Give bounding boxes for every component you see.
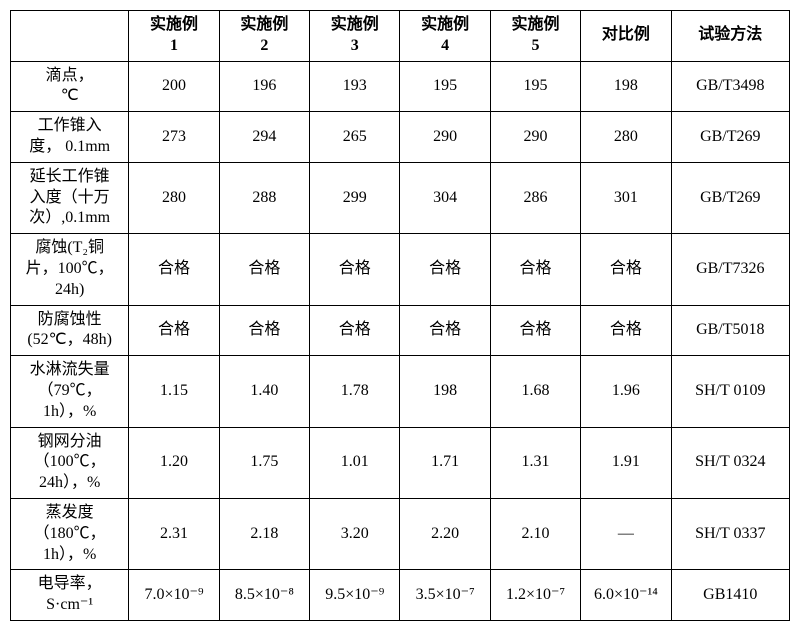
data-cell: 合格 [310, 234, 400, 305]
data-cell: 1.96 [581, 356, 671, 427]
row-label: 水淋流失量（79℃，1h），% [11, 356, 129, 427]
table-row: 水淋流失量（79℃，1h），%1.151.401.781981.681.96SH… [11, 356, 790, 427]
table-row: 延长工作锥入度（十万次）,0.1mm280288299304286301GB/T… [11, 162, 790, 233]
row-label: 电导率，S·cm⁻¹ [11, 570, 129, 621]
table-row: 蒸发度（180℃，1h），%2.312.183.202.202.10—SH/T … [11, 498, 790, 569]
col-header-method: 试验方法 [671, 11, 789, 62]
data-cell: 198 [400, 356, 490, 427]
table-row: 工作锥入度， 0.1mm273294265290290280GB/T269 [11, 112, 790, 163]
data-cell: 200 [129, 61, 219, 112]
col-header-ex3: 实施例3 [310, 11, 400, 62]
data-cell: 合格 [219, 234, 309, 305]
col-header-ex4: 实施例4 [400, 11, 490, 62]
data-cell: 合格 [400, 234, 490, 305]
data-cell: 290 [490, 112, 580, 163]
data-cell: 合格 [129, 234, 219, 305]
data-cell: 2.18 [219, 498, 309, 569]
method-cell: GB/T269 [671, 112, 789, 163]
data-cell: 299 [310, 162, 400, 233]
data-cell: 合格 [129, 305, 219, 356]
table-body: 滴点，℃200196193195195198GB/T3498工作锥入度， 0.1… [11, 61, 790, 620]
method-cell: SH/T 0324 [671, 427, 789, 498]
data-cell: 280 [581, 112, 671, 163]
data-cell: 195 [400, 61, 490, 112]
data-cell: 2.20 [400, 498, 490, 569]
data-cell: 9.5×10⁻⁹ [310, 570, 400, 621]
data-cell: 7.0×10⁻⁹ [129, 570, 219, 621]
row-label: 延长工作锥入度（十万次）,0.1mm [11, 162, 129, 233]
data-cell: 290 [400, 112, 490, 163]
data-cell: 6.0×10⁻¹⁴ [581, 570, 671, 621]
data-cell: 1.78 [310, 356, 400, 427]
col-header-blank [11, 11, 129, 62]
data-cell: 280 [129, 162, 219, 233]
row-label: 蒸发度（180℃，1h），% [11, 498, 129, 569]
data-cell: 合格 [581, 234, 671, 305]
method-cell: GB/T3498 [671, 61, 789, 112]
data-cell: 合格 [490, 234, 580, 305]
data-cell: 合格 [400, 305, 490, 356]
data-cell: 195 [490, 61, 580, 112]
data-cell: 294 [219, 112, 309, 163]
data-cell: 1.31 [490, 427, 580, 498]
table-row: 防腐蚀性(52℃，48h)合格合格合格合格合格合格GB/T5018 [11, 305, 790, 356]
data-cell: 合格 [310, 305, 400, 356]
col-header-comp: 对比例 [581, 11, 671, 62]
data-cell: 288 [219, 162, 309, 233]
data-cell: 合格 [490, 305, 580, 356]
data-cell: 1.68 [490, 356, 580, 427]
data-cell: 1.15 [129, 356, 219, 427]
row-label: 钢网分油（100℃，24h），% [11, 427, 129, 498]
data-cell: 8.5×10⁻⁸ [219, 570, 309, 621]
col-header-ex2: 实施例2 [219, 11, 309, 62]
data-cell: 2.10 [490, 498, 580, 569]
data-cell: 3.20 [310, 498, 400, 569]
row-label: 防腐蚀性(52℃，48h) [11, 305, 129, 356]
data-cell: 1.01 [310, 427, 400, 498]
data-cell: 1.2×10⁻⁷ [490, 570, 580, 621]
table-header-row: 实施例1 实施例2 实施例3 实施例4 实施例5 对比例 试验方法 [11, 11, 790, 62]
row-label: 滴点，℃ [11, 61, 129, 112]
table-row: 电导率，S·cm⁻¹7.0×10⁻⁹8.5×10⁻⁸9.5×10⁻⁹3.5×10… [11, 570, 790, 621]
col-header-ex1: 实施例1 [129, 11, 219, 62]
method-cell: SH/T 0337 [671, 498, 789, 569]
data-cell: — [581, 498, 671, 569]
data-cell: 合格 [219, 305, 309, 356]
data-cell: 196 [219, 61, 309, 112]
table-row: 腐蚀(T₂铜片，100℃，24h)合格合格合格合格合格合格GB/T7326 [11, 234, 790, 305]
method-cell: SH/T 0109 [671, 356, 789, 427]
col-header-ex5: 实施例5 [490, 11, 580, 62]
data-cell: 1.40 [219, 356, 309, 427]
data-cell: 1.91 [581, 427, 671, 498]
data-cell: 1.20 [129, 427, 219, 498]
data-cell: 193 [310, 61, 400, 112]
method-cell: GB/T7326 [671, 234, 789, 305]
data-cell: 198 [581, 61, 671, 112]
table-row: 滴点，℃200196193195195198GB/T3498 [11, 61, 790, 112]
data-cell: 286 [490, 162, 580, 233]
data-cell: 265 [310, 112, 400, 163]
data-cell: 2.31 [129, 498, 219, 569]
row-label: 工作锥入度， 0.1mm [11, 112, 129, 163]
data-cell: 304 [400, 162, 490, 233]
data-cell: 合格 [581, 305, 671, 356]
method-cell: GB/T269 [671, 162, 789, 233]
data-cell: 1.71 [400, 427, 490, 498]
data-cell: 1.75 [219, 427, 309, 498]
table-row: 钢网分油（100℃，24h），%1.201.751.011.711.311.91… [11, 427, 790, 498]
method-cell: GB1410 [671, 570, 789, 621]
data-cell: 273 [129, 112, 219, 163]
data-cell: 301 [581, 162, 671, 233]
data-cell: 3.5×10⁻⁷ [400, 570, 490, 621]
data-table: 实施例1 实施例2 实施例3 实施例4 实施例5 对比例 试验方法 滴点，℃20… [10, 10, 790, 621]
row-label: 腐蚀(T₂铜片，100℃，24h) [11, 234, 129, 305]
method-cell: GB/T5018 [671, 305, 789, 356]
